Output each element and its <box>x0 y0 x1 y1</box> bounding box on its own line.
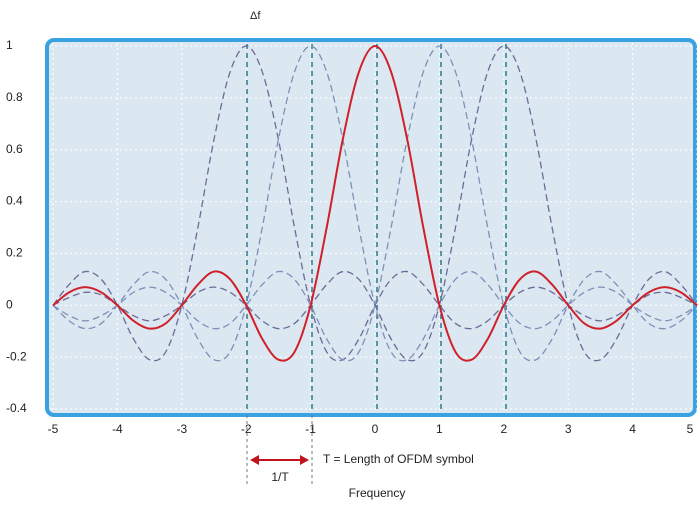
y-tick-label: 0.2 <box>6 246 23 260</box>
x-tick-label: -1 <box>305 422 316 436</box>
y-tick-label: 0.8 <box>6 90 23 104</box>
y-tick-label: -0.4 <box>6 401 27 415</box>
y-tick-label: -0.2 <box>6 349 27 363</box>
annotation: Δf <box>250 10 261 22</box>
x-tick-label: 5 <box>687 422 694 436</box>
x-tick-label: 2 <box>500 422 507 436</box>
x-tick-label: 0 <box>372 422 379 436</box>
x-tick-label: -4 <box>112 422 123 436</box>
annotation: T = Length of OFDM symbol <box>323 452 474 466</box>
y-tick-label: 0.6 <box>6 142 23 156</box>
x-tick-label: -2 <box>241 422 252 436</box>
x-tick-label: 3 <box>565 422 572 436</box>
x-tick-label: 4 <box>629 422 636 436</box>
y-tick-label: 0.4 <box>6 194 23 208</box>
x-tick-label: -5 <box>48 422 59 436</box>
x-axis-label: Frequency <box>349 486 406 500</box>
annotation: 1/T <box>271 470 289 484</box>
plot-frame <box>47 40 695 415</box>
x-tick-label: 1 <box>436 422 443 436</box>
y-tick-label: 1 <box>6 38 13 52</box>
y-tick-label: 0 <box>6 297 13 311</box>
chart: Δf T = Length of OFDM symbol 1/T Frequen… <box>0 0 699 505</box>
x-tick-label: -3 <box>176 422 187 436</box>
